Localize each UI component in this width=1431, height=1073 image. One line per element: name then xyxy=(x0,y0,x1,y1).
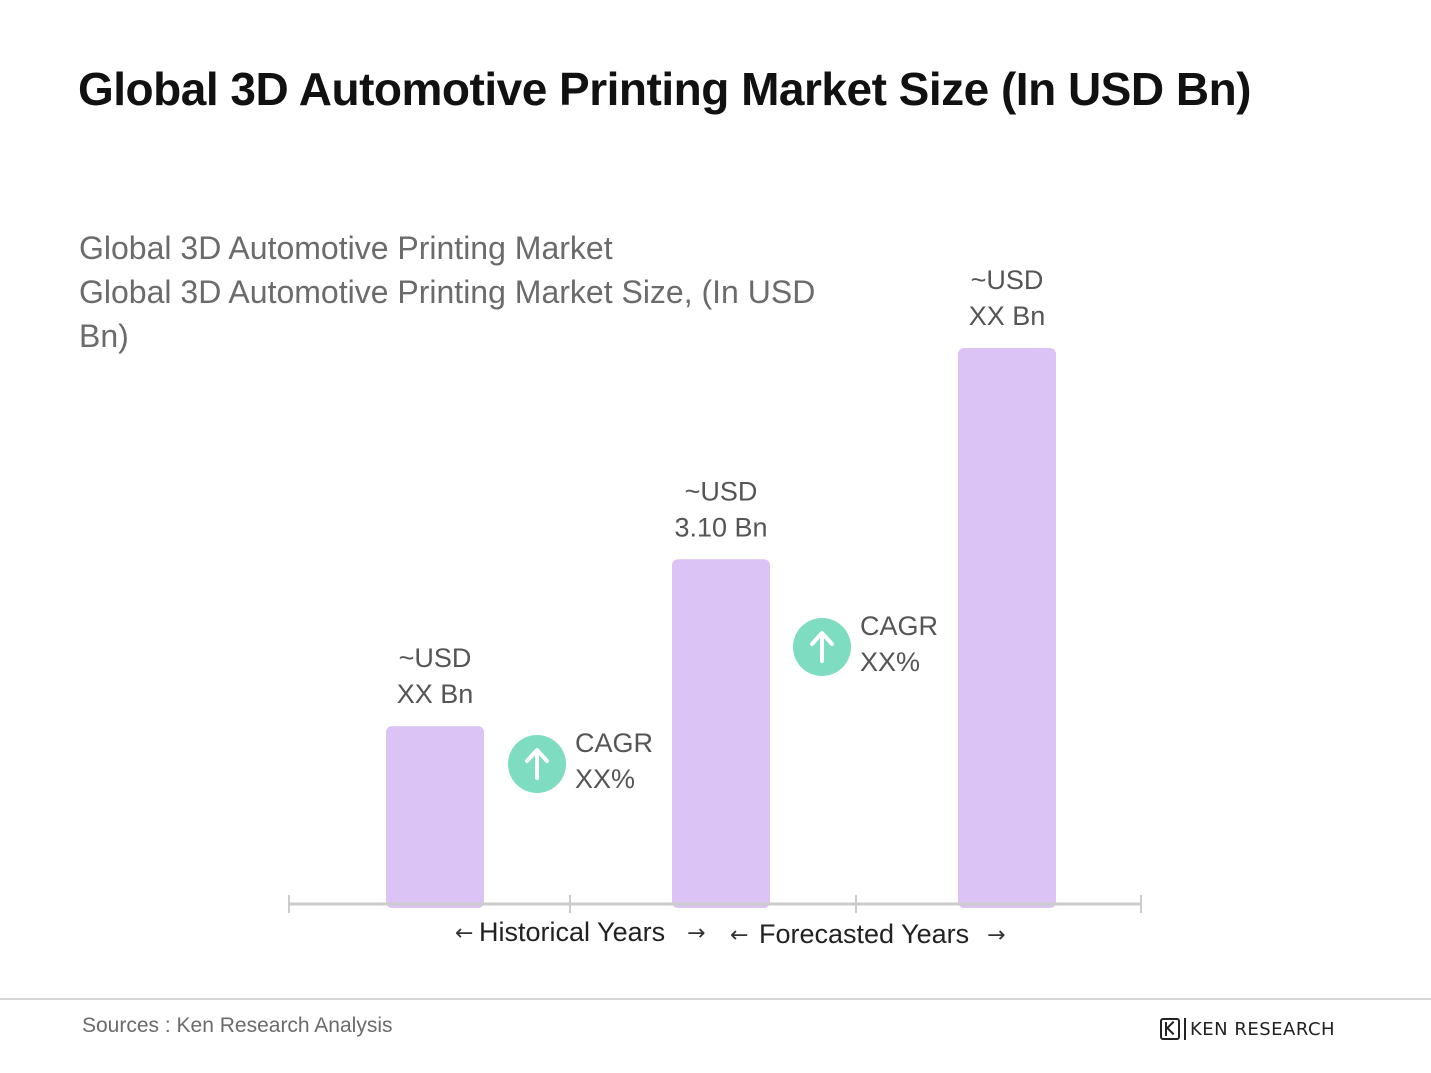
bar-1-value-label: XX Bn xyxy=(397,679,474,709)
cagr-label: CAGR xyxy=(575,728,653,758)
right-arrow-icon: → xyxy=(987,923,1005,948)
source-note: Sources : Ken Research Analysis xyxy=(82,1014,393,1037)
bars-layer xyxy=(386,348,1056,908)
cagr-label: CAGR xyxy=(860,611,938,641)
ken-research-logo: KEN RESEARCH xyxy=(1160,1016,1335,1042)
logo-separator xyxy=(1184,1018,1186,1040)
bar-3 xyxy=(958,348,1056,908)
bar-1 xyxy=(386,726,484,908)
left-arrow-icon: ← xyxy=(730,923,748,948)
bar-2-label-prefix: ~USD xyxy=(685,476,758,506)
cagr-indicator-2: CAGR XX% xyxy=(793,611,938,677)
left-arrow-icon: ← xyxy=(455,921,473,946)
legend-line-1: Global 3D Automotive Printing Market xyxy=(79,230,613,266)
bar-3-label-prefix: ~USD xyxy=(971,265,1044,295)
period-labels: ← Historical Years → ← Forecasted Years → xyxy=(455,917,1005,949)
cagr-layer: CAGR XX% CAGR XX% xyxy=(508,611,938,794)
cagr-value: XX% xyxy=(575,764,635,794)
period-label: Forecasted Years xyxy=(759,919,969,949)
bar-2 xyxy=(672,559,770,908)
cagr-indicator-1: CAGR XX% xyxy=(508,728,653,794)
bar-3-value-label: XX Bn xyxy=(969,301,1046,331)
up-arrow-glyph xyxy=(810,631,834,663)
cagr-value: XX% xyxy=(860,647,920,677)
chart-legend-text: Global 3D Automotive Printing Market Glo… xyxy=(79,226,839,358)
legend-line-2: Global 3D Automotive Printing Market Siz… xyxy=(79,274,816,354)
up-arrow-glyph xyxy=(525,748,549,780)
x-axis xyxy=(288,895,1142,913)
period-2: ← Forecasted Years → xyxy=(730,919,1005,949)
period-1: ← Historical Years → xyxy=(455,917,705,947)
period-label: Historical Years xyxy=(479,917,665,947)
footer-divider xyxy=(0,998,1431,1000)
logo-wordmark: KEN RESEARCH xyxy=(1190,1018,1336,1040)
right-arrow-icon: → xyxy=(687,921,705,946)
logo-icon xyxy=(1160,1018,1180,1040)
bar-2-value-label: 3.10 Bn xyxy=(674,512,767,542)
page-title: Global 3D Automotive Printing Market Siz… xyxy=(78,63,1252,115)
bar-labels-layer: ~USD XX Bn ~USD 3.10 Bn ~USD XX Bn xyxy=(397,265,1046,709)
bar-1-label-prefix: ~USD xyxy=(399,643,472,673)
